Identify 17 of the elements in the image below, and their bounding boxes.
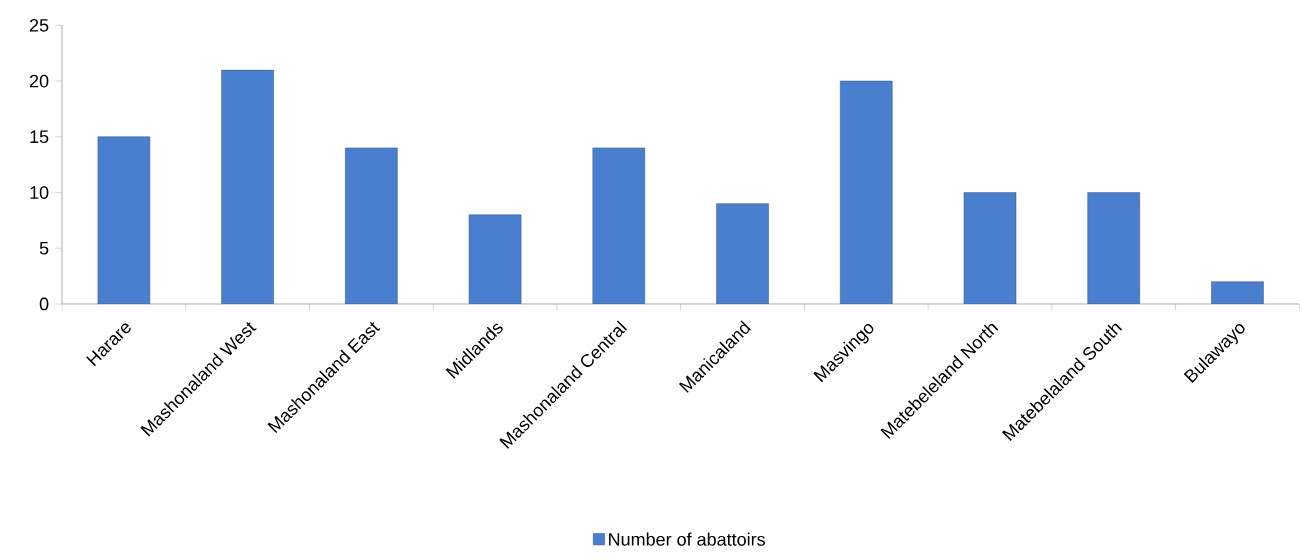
y-tick-label: 5	[39, 241, 49, 255]
bar	[468, 214, 522, 304]
bar	[97, 136, 151, 304]
y-tick-label: 15	[30, 130, 49, 144]
bar	[840, 80, 893, 304]
bar	[963, 192, 1017, 304]
bar	[221, 69, 274, 304]
bar	[716, 203, 769, 304]
legend-label: Number of abattoirs	[609, 532, 765, 546]
y-tick-label: 25	[29, 18, 49, 32]
bar	[1087, 192, 1140, 304]
y-tick-label: 0	[39, 297, 49, 311]
y-tick-label: 10	[30, 186, 49, 199]
y-tick-label: 20	[29, 74, 49, 88]
bar	[345, 147, 398, 304]
bar	[1211, 281, 1264, 304]
bar	[592, 147, 646, 304]
